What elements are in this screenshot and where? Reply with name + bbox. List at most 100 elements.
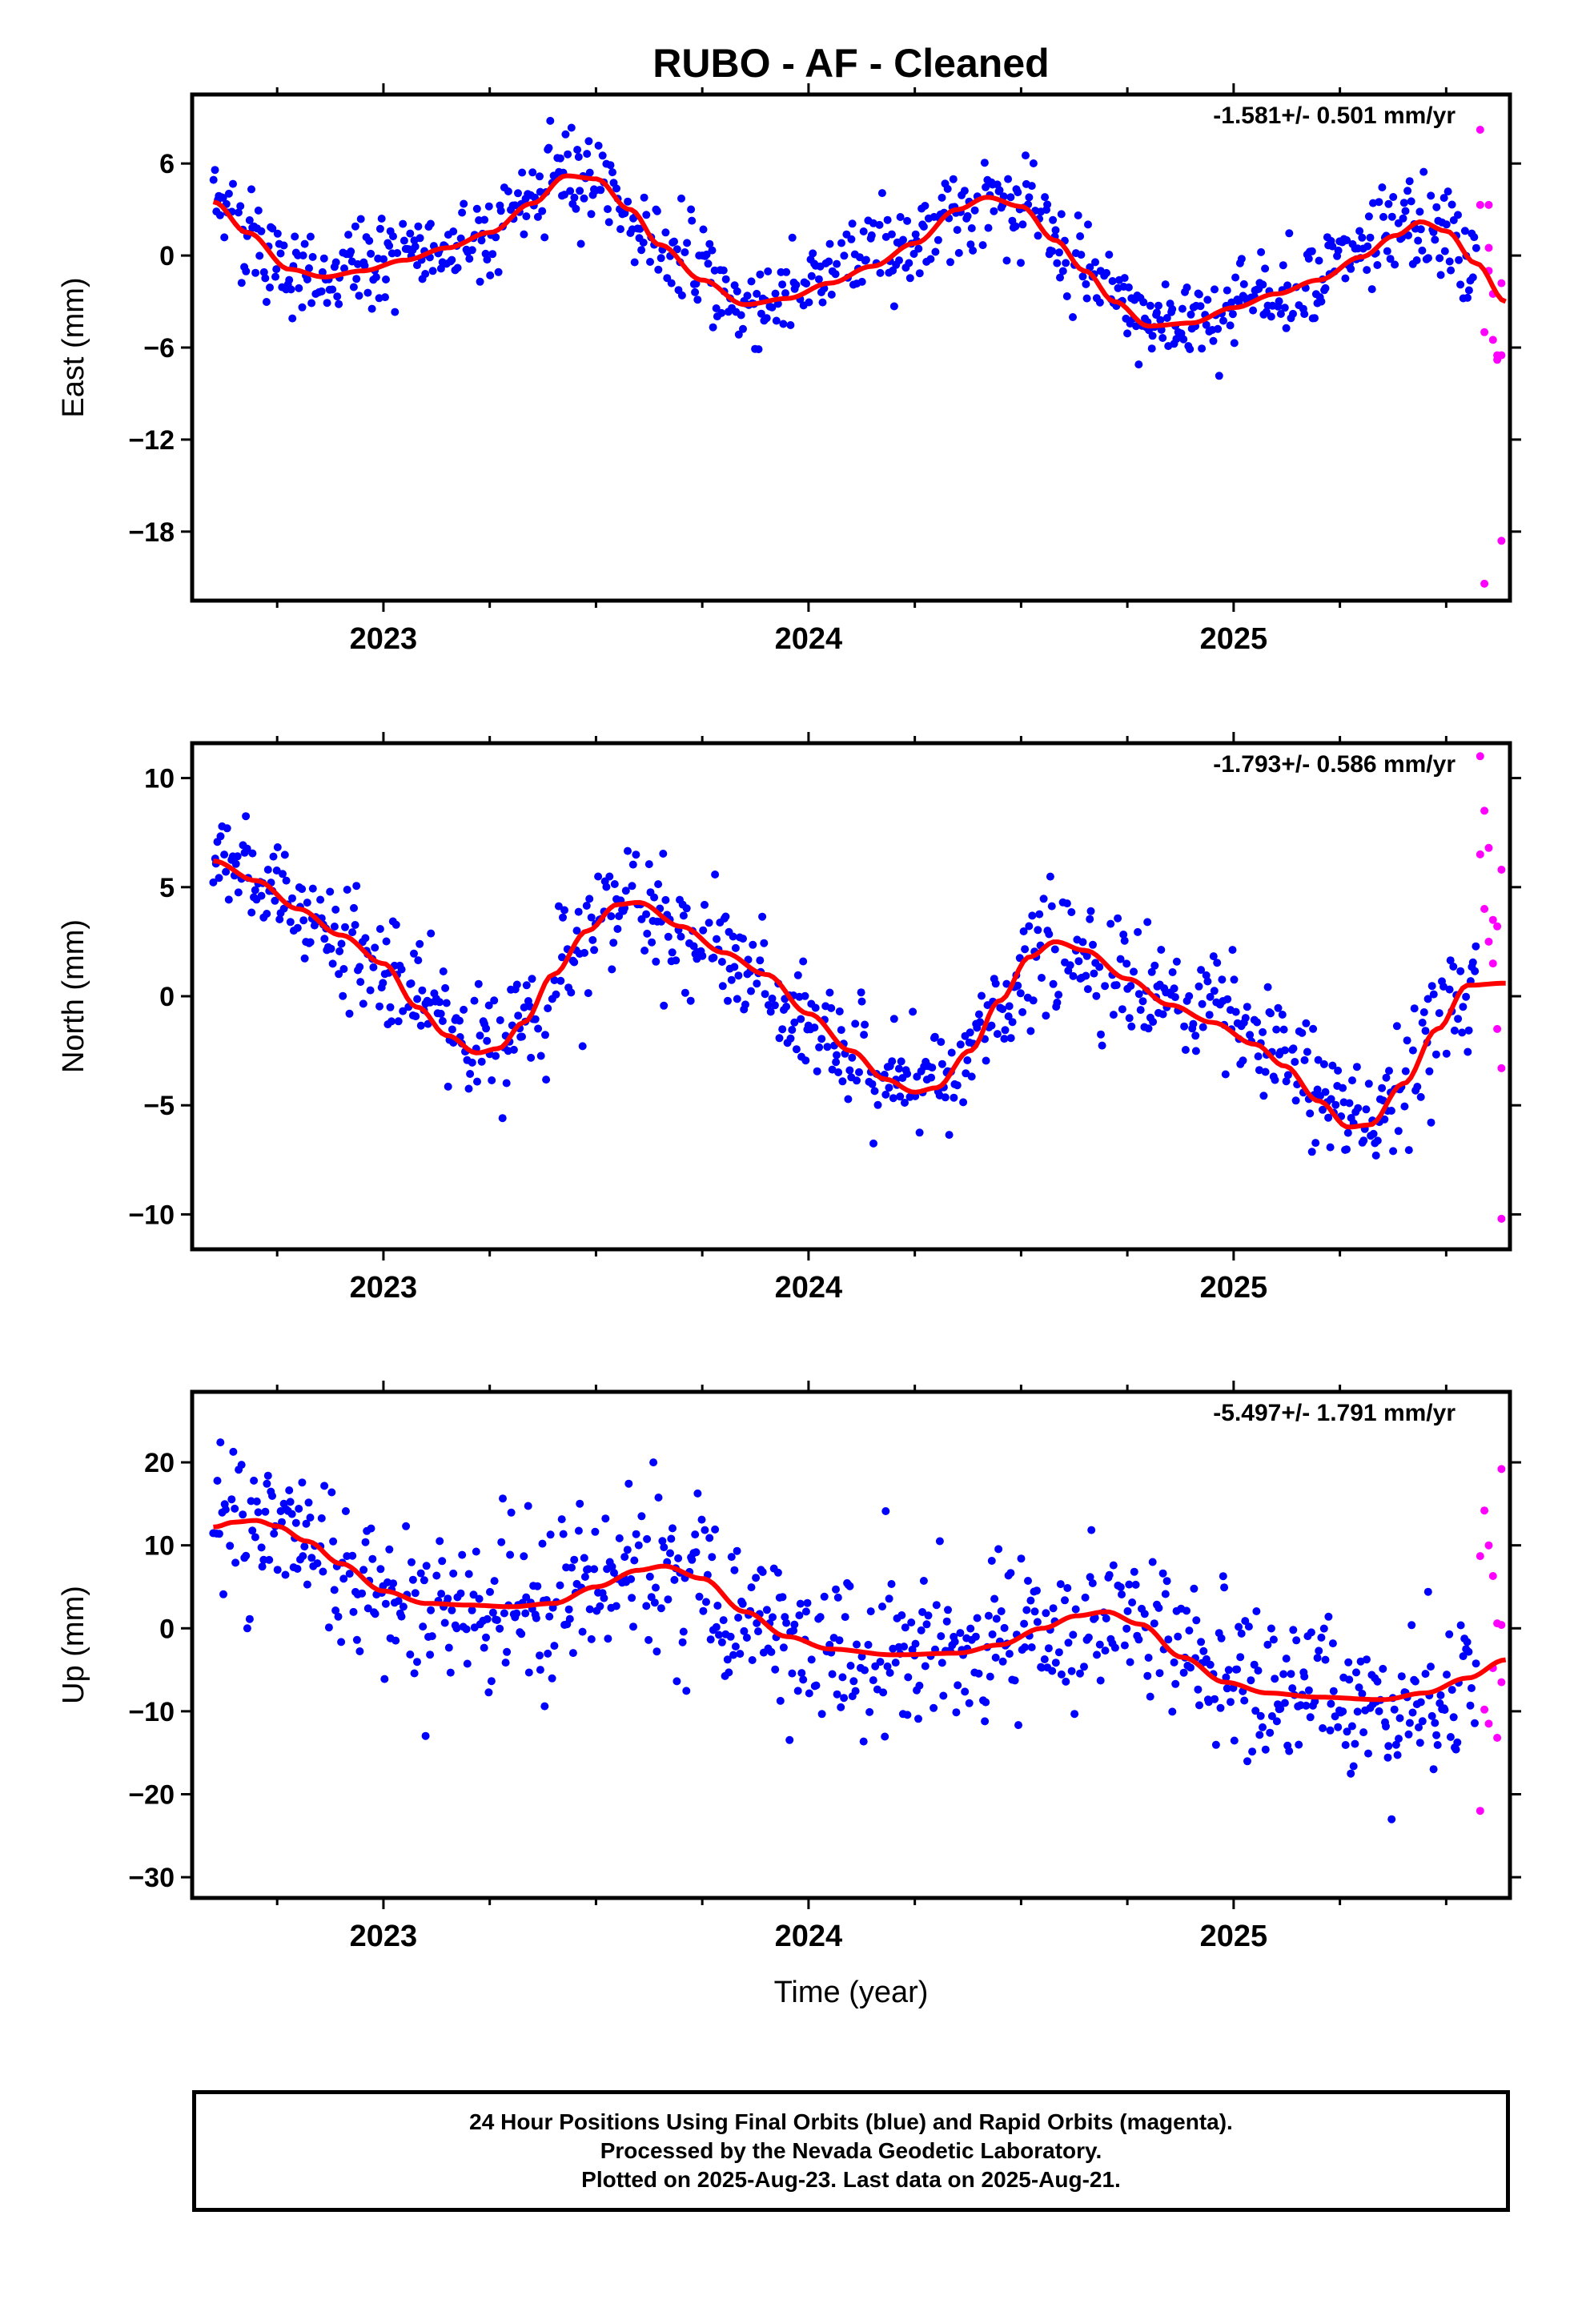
final-point xyxy=(1419,1008,1428,1016)
final-point xyxy=(307,1554,316,1562)
final-point xyxy=(1341,274,1350,283)
final-point xyxy=(444,1594,452,1603)
final-point xyxy=(1385,1067,1393,1076)
final-point xyxy=(339,1574,348,1583)
final-point xyxy=(640,193,648,202)
final-point xyxy=(1472,243,1480,252)
final-point xyxy=(1352,1063,1361,1072)
final-point xyxy=(782,1618,791,1627)
final-point xyxy=(1190,1584,1199,1593)
final-point xyxy=(1343,1145,1351,1154)
final-point xyxy=(465,255,474,263)
x-tick-label: 2025 xyxy=(1200,622,1268,656)
final-point xyxy=(394,1017,403,1026)
plot-frame xyxy=(190,741,1512,1252)
final-point xyxy=(285,1486,294,1494)
final-point xyxy=(847,235,856,243)
final-point xyxy=(630,258,639,267)
final-point xyxy=(688,216,697,225)
final-point xyxy=(921,1662,930,1671)
final-point xyxy=(263,866,272,874)
final-point xyxy=(1213,959,1222,967)
final-point xyxy=(552,990,560,999)
final-point xyxy=(724,996,732,1005)
final-point xyxy=(1027,1643,1036,1651)
rapid-point xyxy=(1493,922,1502,931)
final-point xyxy=(917,1626,926,1634)
final-point xyxy=(1022,151,1030,160)
final-point xyxy=(1442,220,1451,229)
final-point xyxy=(361,1538,370,1546)
final-point xyxy=(371,943,379,952)
final-point xyxy=(699,225,708,234)
y-tick-label: −18 xyxy=(128,517,175,548)
rapid-point xyxy=(1484,843,1493,852)
final-point xyxy=(1097,1030,1105,1039)
final-point xyxy=(1287,1670,1295,1679)
final-point xyxy=(580,1573,589,1581)
final-point xyxy=(1191,1047,1200,1055)
final-point xyxy=(295,1505,303,1513)
final-point xyxy=(440,1618,449,1627)
final-point xyxy=(506,1550,515,1559)
final-point xyxy=(1195,1701,1203,1710)
final-point xyxy=(1236,1653,1245,1662)
final-point xyxy=(1321,1088,1330,1096)
final-point xyxy=(907,1618,916,1626)
final-point xyxy=(291,1518,300,1527)
final-point xyxy=(905,274,914,283)
final-point xyxy=(1021,1643,1030,1651)
final-point xyxy=(416,1569,425,1578)
final-point xyxy=(211,166,219,175)
final-point xyxy=(588,935,597,944)
final-point xyxy=(587,913,596,922)
y-axis-label: North (mm) xyxy=(57,919,90,1073)
final-point xyxy=(1334,1723,1343,1731)
final-point xyxy=(386,1003,395,1011)
final-point xyxy=(913,1072,921,1081)
final-point xyxy=(550,976,559,984)
final-point xyxy=(729,1651,737,1659)
final-point xyxy=(578,1627,587,1636)
final-point xyxy=(1302,1701,1311,1710)
final-point xyxy=(340,264,348,273)
final-point xyxy=(326,887,335,896)
final-point xyxy=(1379,1664,1387,1673)
final-point xyxy=(895,256,903,265)
final-point xyxy=(413,995,422,1003)
final-point xyxy=(1300,1055,1309,1064)
final-point xyxy=(1471,1719,1479,1727)
final-point xyxy=(1074,211,1082,219)
final-point xyxy=(1219,1572,1227,1581)
final-point xyxy=(492,233,500,242)
y-tick-label: −20 xyxy=(128,1779,175,1810)
final-point xyxy=(567,123,576,132)
final-point xyxy=(492,1616,501,1624)
final-point xyxy=(560,906,568,915)
final-point xyxy=(1020,1619,1029,1628)
final-point xyxy=(1162,314,1171,322)
final-point xyxy=(1460,227,1469,235)
final-point xyxy=(734,330,743,339)
final-point xyxy=(857,997,866,1006)
final-point xyxy=(521,1609,530,1618)
final-point xyxy=(1186,310,1195,319)
final-point xyxy=(582,902,591,910)
final-point xyxy=(950,1638,959,1646)
final-point xyxy=(788,1026,797,1034)
final-point xyxy=(1155,1669,1164,1678)
final-point xyxy=(349,283,358,292)
final-point xyxy=(967,224,976,232)
final-point xyxy=(299,1552,307,1561)
final-point xyxy=(987,1557,996,1565)
final-point xyxy=(302,1519,311,1528)
final-point xyxy=(1057,210,1066,219)
final-point xyxy=(1387,212,1396,221)
final-point xyxy=(574,1526,583,1535)
final-point xyxy=(664,932,673,941)
final-point xyxy=(1042,1011,1050,1020)
final-point xyxy=(1105,251,1114,259)
final-point xyxy=(236,202,245,211)
final-point xyxy=(1463,1638,1472,1647)
